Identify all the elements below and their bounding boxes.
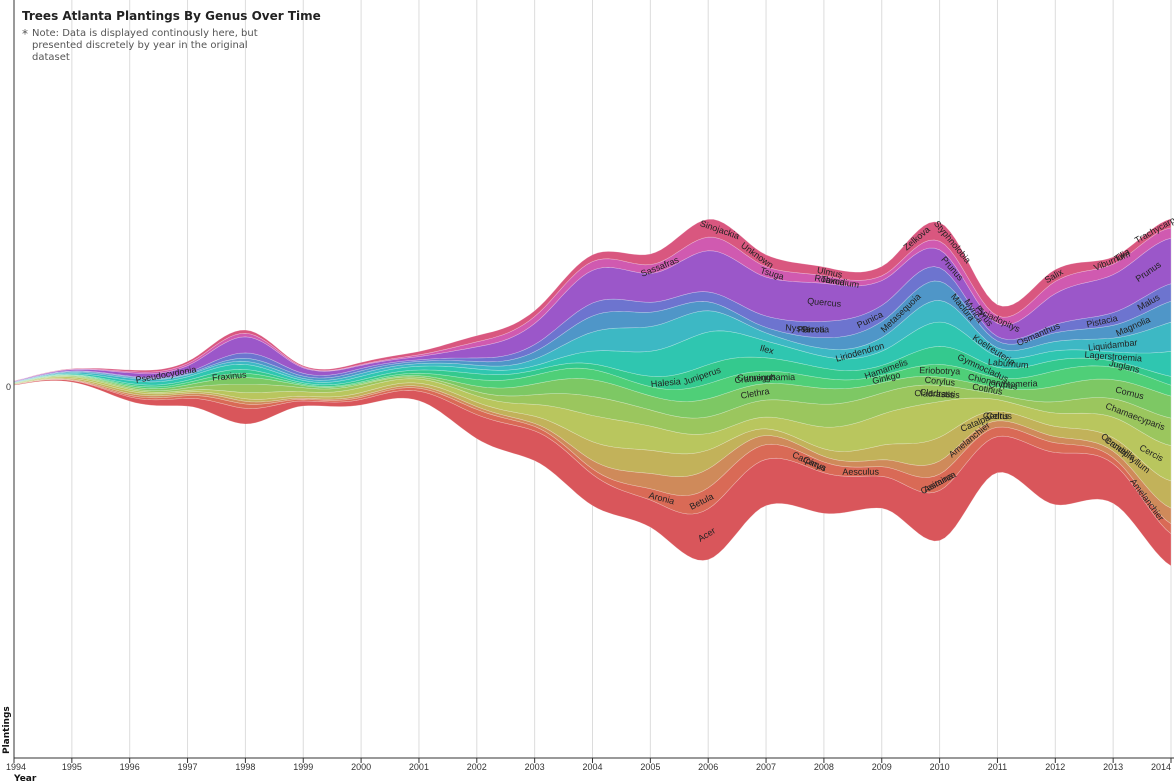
x-ticks: 1994 1995 1996 1997 1998 1999 2000 2001 2002 2003…: [6, 758, 1172, 772]
genus-label: Ilex: [759, 343, 776, 357]
genus-label: Laburnum: [988, 357, 1029, 370]
genus-label: Cunninghamia: [737, 372, 795, 383]
note-marker: *: [22, 27, 28, 41]
stream-band-1: [13, 378, 1172, 535]
genus-streams: [13, 218, 1172, 567]
x-tick-label: 2010: [930, 762, 950, 772]
chart-note: * Note: Data is displayed continously he…: [22, 28, 272, 64]
x-tick-label: 2003: [525, 762, 545, 772]
genus-label: Cedrus: [983, 411, 1013, 421]
genus-label: Fraxinus: [212, 369, 248, 382]
stream-band-8: [13, 346, 1172, 390]
stream-band-9: [13, 321, 1172, 386]
stream-band-6: [13, 375, 1172, 419]
genus-label: Eriobotrya: [919, 365, 960, 376]
x-tick-label: 1994: [6, 762, 26, 772]
genus-label: Picea: [802, 324, 825, 334]
genus-label: Lagerstroemia: [1084, 350, 1142, 364]
note-text: Note: Data is displayed continously here…: [32, 28, 258, 63]
genus-label: Parrotia: [798, 324, 830, 334]
chart-title: Trees Atlanta Plantings By Genus Over Ti…: [22, 9, 321, 23]
y-tick-zero: 0: [6, 382, 11, 392]
x-tick-label: 2013: [1103, 762, 1123, 772]
stream-band-10: [13, 300, 1172, 383]
genus-label: Nyssa: [785, 322, 811, 334]
x-tick-label: 1995: [62, 762, 82, 772]
x-tick-label: 2007: [756, 762, 776, 772]
genus-label: Halesia: [650, 376, 681, 389]
genus-label: Quercus: [807, 296, 842, 309]
genus-label: Celtis: [986, 411, 1009, 421]
x-tick-label: 1996: [120, 762, 140, 772]
x-tick-label: 2002: [467, 762, 487, 772]
x-tick-label: 2009: [872, 762, 892, 772]
x-tick-label: 1998: [235, 762, 255, 772]
stream-band-15: [13, 218, 1172, 382]
x-tick-label: 2008: [814, 762, 834, 772]
x-tick-label: 2006: [698, 762, 718, 772]
x-tick-label: 2000: [351, 762, 371, 772]
genus-label: Aesculus: [842, 467, 879, 477]
x-tick-label: 2004: [582, 762, 602, 772]
x-tick-label: 1999: [293, 762, 313, 772]
x-tick-label: 1997: [178, 762, 198, 772]
genus-label: Corylus: [924, 375, 956, 388]
x-tick-label: 2014: [1151, 762, 1171, 772]
x-tick-label: 2001: [409, 762, 429, 772]
genus-label: Clethra: [740, 386, 770, 401]
genus-label: Ulmus: [816, 265, 843, 280]
genus-label: Crataegus: [734, 371, 777, 385]
y-axis-title: Plantings: [2, 706, 12, 754]
x-tick-label: 2011: [988, 762, 1007, 772]
genus-label: Cryptomeria: [988, 378, 1037, 389]
x-tick-label: 2005: [640, 762, 660, 772]
stream-band-7: [13, 364, 1172, 402]
x-axis-title: Year: [13, 774, 37, 784]
genus-label: Cladrastis: [914, 388, 955, 400]
genus-label: Cladrastis: [919, 387, 960, 400]
stream-band-13: [13, 237, 1172, 383]
x-tick-label: 2012: [1045, 762, 1065, 772]
stream-band-11: [13, 280, 1172, 383]
stream-band-2: [13, 378, 1172, 525]
